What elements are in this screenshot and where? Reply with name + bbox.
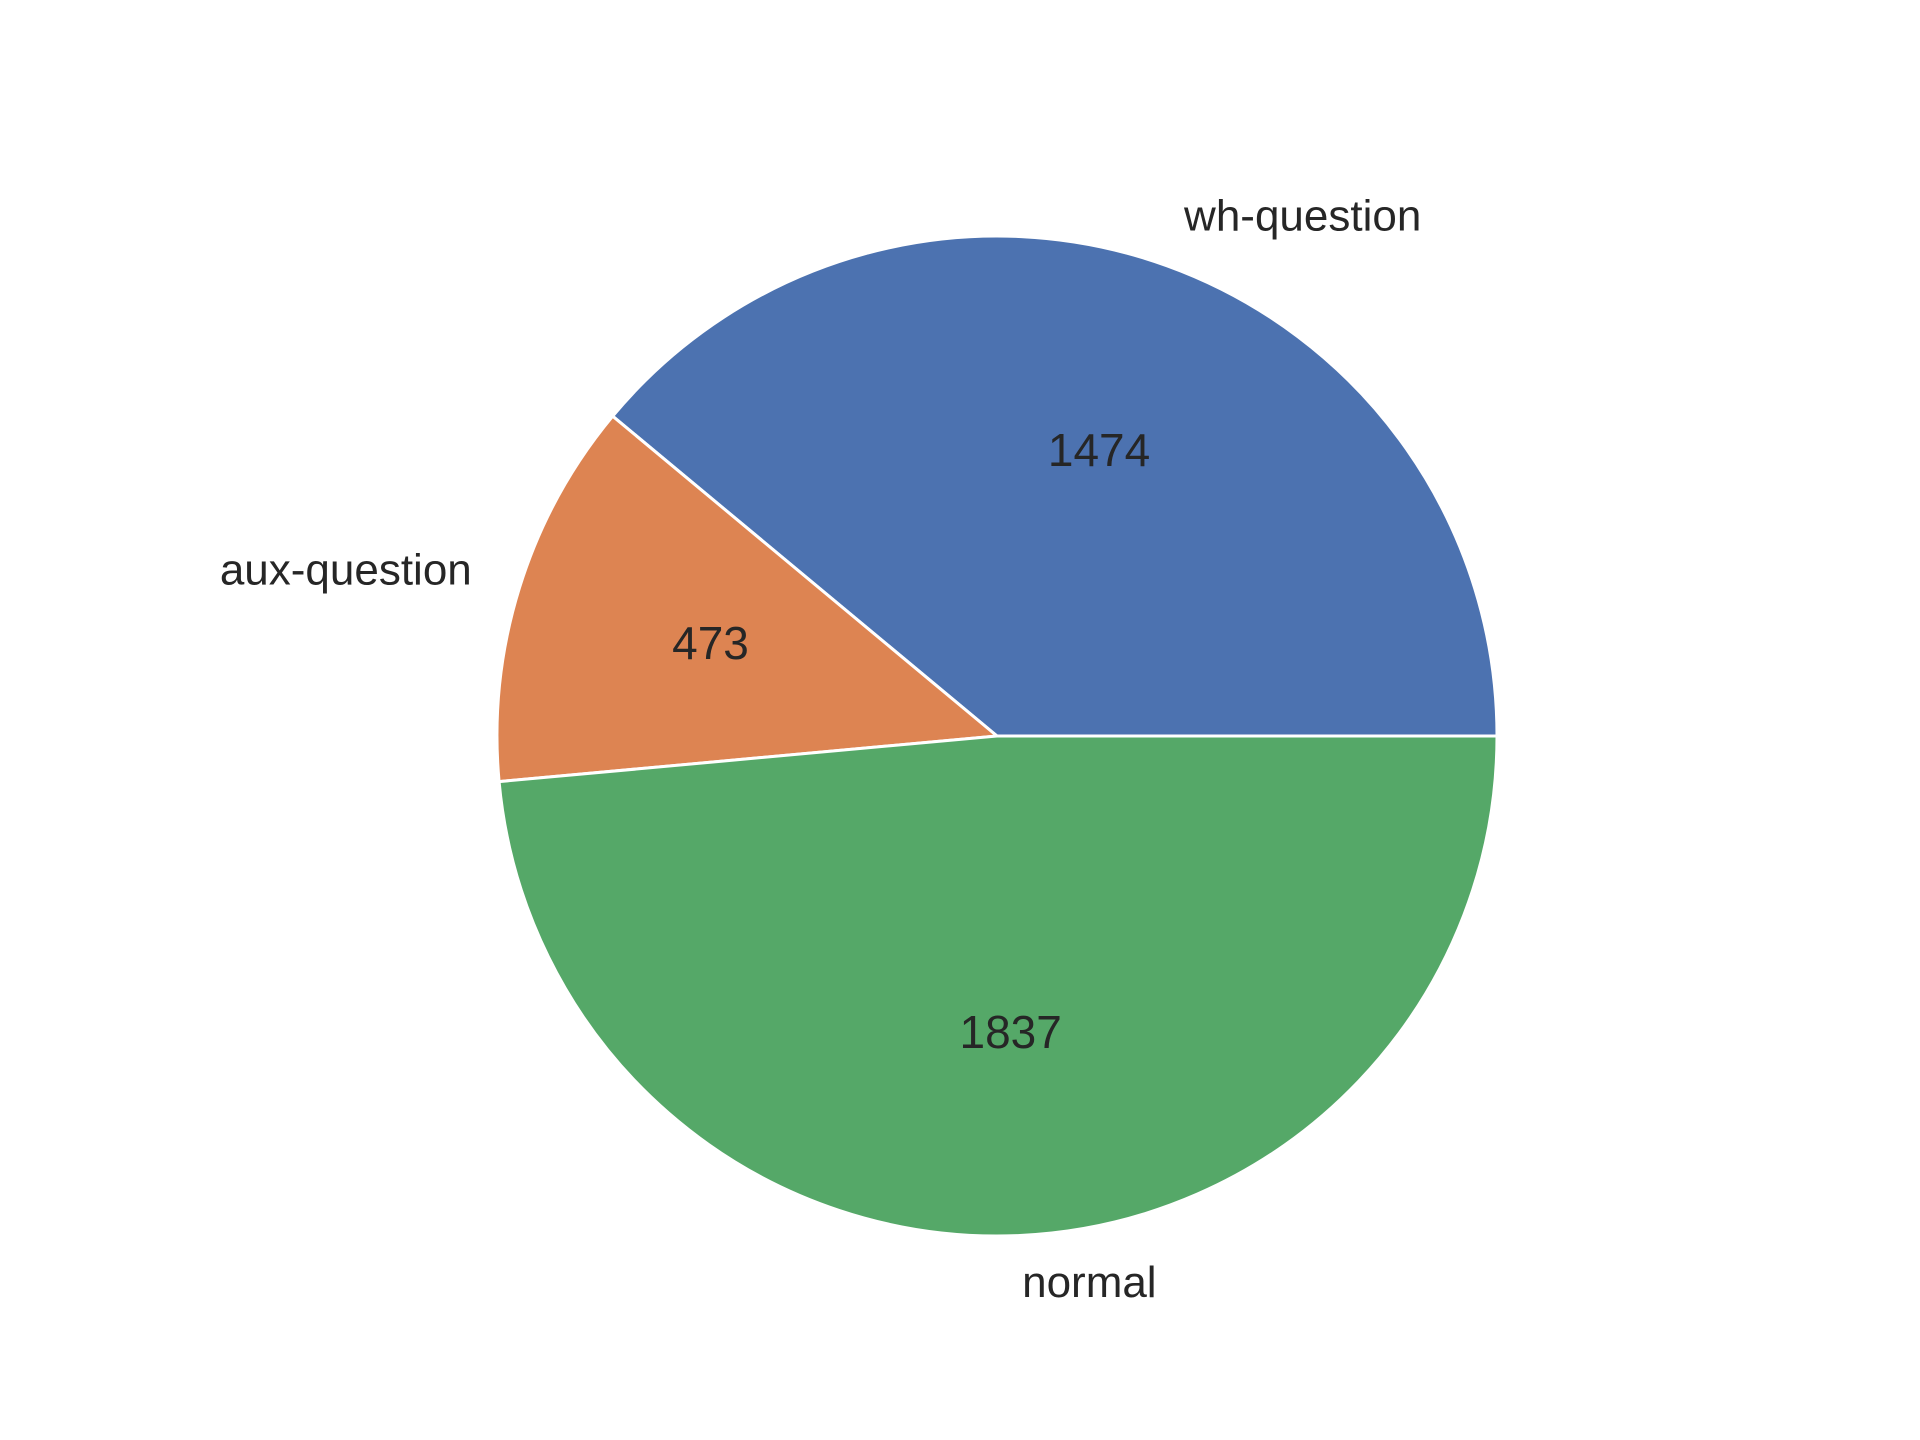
pie-label-aux-question: aux-question [220,545,472,594]
pie-value-normal: 1837 [960,1006,1062,1058]
pie-labels: wh-question aux-question normal [220,191,1421,1307]
pie-label-normal: normal [1022,1258,1156,1307]
pie-slice-aux-question [495,414,999,784]
pie-value-aux-question: 473 [672,617,749,669]
pie-slice-normal [497,734,1499,1238]
pie-label-wh-question: wh-question [1183,191,1421,240]
pie-value-wh-question: 1474 [1048,424,1150,476]
pie-slice-wh-question [611,234,1499,738]
pie-slices [495,234,1499,1238]
pie-value-labels: 1474 473 1837 [672,424,1150,1058]
